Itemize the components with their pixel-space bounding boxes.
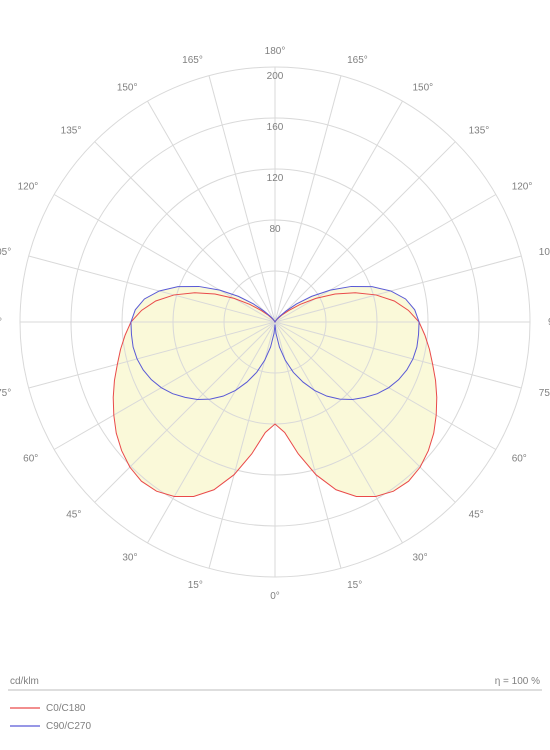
angle-label: 150° <box>117 82 138 93</box>
units-label: cd/klm <box>10 676 39 687</box>
angle-label: 75° <box>539 388 550 399</box>
angle-label: 60° <box>23 454 38 465</box>
angle-label: 120° <box>512 182 533 193</box>
ring-label: 120 <box>267 173 284 184</box>
ring-label: 80 <box>269 224 281 235</box>
angle-label: 165° <box>182 55 203 66</box>
angle-label: 45° <box>66 510 81 521</box>
ring-label: 200 <box>267 71 284 82</box>
legend-label: C0/C180 <box>46 703 86 714</box>
angle-label: 45° <box>469 510 484 521</box>
angle-label: 135° <box>61 125 82 136</box>
angle-label: 150° <box>413 82 434 93</box>
angle-label: 120° <box>18 182 39 193</box>
angle-label: 105° <box>539 247 550 258</box>
efficiency-label: η = 100 % <box>495 676 540 687</box>
angle-label: 165° <box>347 55 368 66</box>
angle-label: 90° <box>0 317 2 328</box>
legend-label: C90/C270 <box>46 721 91 732</box>
angle-label: 15° <box>347 580 362 591</box>
angle-label: 60° <box>512 454 527 465</box>
angle-label: 30° <box>122 553 137 564</box>
angle-label: 15° <box>188 580 203 591</box>
angle-label: 180° <box>265 46 286 57</box>
ring-label: 160 <box>267 122 284 133</box>
angle-label: 135° <box>469 125 490 136</box>
angle-label: 75° <box>0 388 11 399</box>
angle-label: 105° <box>0 247 11 258</box>
polar-chart: 8012016020090°105°120°135°150°165°90°105… <box>0 0 550 750</box>
angle-label: 0° <box>270 591 280 602</box>
angle-label: 30° <box>413 553 428 564</box>
